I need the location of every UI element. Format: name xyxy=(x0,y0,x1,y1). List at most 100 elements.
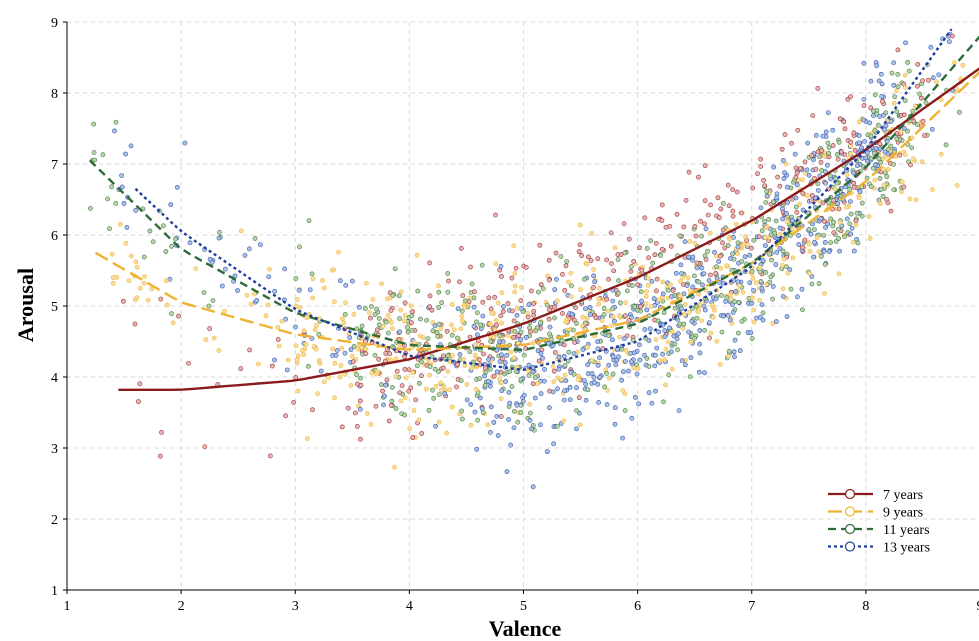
data-point xyxy=(438,387,444,393)
data-point xyxy=(332,395,337,401)
data-point xyxy=(440,365,446,371)
data-point xyxy=(436,419,442,425)
data-point xyxy=(540,355,545,361)
data-point xyxy=(960,62,966,68)
data-point xyxy=(612,405,618,411)
data-point xyxy=(577,242,583,248)
data-point xyxy=(866,213,872,219)
data-point xyxy=(905,128,910,134)
data-point xyxy=(653,388,658,394)
data-point xyxy=(581,276,587,282)
data-point xyxy=(511,409,517,414)
data-point xyxy=(856,140,862,146)
data-point xyxy=(207,326,213,332)
data-point xyxy=(595,346,601,352)
data-point xyxy=(780,262,785,268)
data-point xyxy=(909,145,915,151)
data-point xyxy=(934,79,939,85)
data-point xyxy=(751,237,757,243)
data-point xyxy=(856,133,862,138)
data-point xyxy=(635,366,641,372)
data-point xyxy=(577,422,583,428)
data-point xyxy=(376,356,382,362)
data-point xyxy=(759,302,765,308)
data-point xyxy=(369,370,375,376)
data-point xyxy=(753,280,759,286)
data-point xyxy=(679,358,685,364)
data-point xyxy=(440,353,446,359)
data-point xyxy=(538,320,544,325)
data-point xyxy=(469,365,475,371)
data-point xyxy=(622,408,628,413)
data-point xyxy=(293,324,298,330)
data-point xyxy=(358,382,364,388)
data-point xyxy=(872,92,878,98)
data-point xyxy=(880,194,886,199)
x-tick-label: 4 xyxy=(406,599,413,614)
data-point xyxy=(571,351,577,356)
data-point xyxy=(518,337,524,342)
data-point xyxy=(740,290,746,295)
data-point xyxy=(629,415,635,421)
data-point xyxy=(545,341,551,346)
data-point xyxy=(886,166,891,172)
data-point xyxy=(764,193,770,199)
data-point xyxy=(529,426,534,432)
data-point xyxy=(574,385,579,391)
data-point xyxy=(675,347,680,353)
data-point xyxy=(341,320,347,326)
data-point xyxy=(901,184,907,190)
data-point xyxy=(182,140,188,146)
data-point xyxy=(810,221,815,227)
data-point xyxy=(645,275,651,281)
data-point xyxy=(878,201,883,207)
data-point xyxy=(309,271,315,277)
data-point xyxy=(667,325,672,331)
data-point xyxy=(450,353,455,358)
y-tick-label: 7 xyxy=(51,158,58,173)
data-point xyxy=(505,333,510,339)
data-point xyxy=(394,368,400,374)
data-point xyxy=(692,224,698,229)
data-point xyxy=(702,370,707,376)
data-point xyxy=(659,218,665,223)
data-point xyxy=(321,379,327,385)
data-point xyxy=(837,116,843,122)
data-point xyxy=(702,253,708,259)
data-point xyxy=(379,281,384,287)
data-point xyxy=(608,230,614,236)
data-point xyxy=(620,388,626,394)
data-point xyxy=(595,256,601,262)
data-point xyxy=(847,186,853,192)
data-point xyxy=(705,212,711,218)
data-point xyxy=(637,357,643,363)
data-point xyxy=(774,249,780,255)
data-point xyxy=(572,340,578,345)
data-point xyxy=(596,301,602,307)
data-point xyxy=(734,189,740,195)
data-point xyxy=(532,375,538,381)
data-point xyxy=(663,346,669,352)
data-point xyxy=(901,126,907,131)
data-point xyxy=(597,355,602,361)
data-point xyxy=(867,236,873,241)
data-point xyxy=(825,221,831,227)
data-point xyxy=(362,306,368,311)
data-point xyxy=(876,156,882,162)
data-point xyxy=(589,230,595,236)
data-point xyxy=(938,151,944,157)
data-point xyxy=(210,298,216,304)
data-point xyxy=(406,388,412,394)
data-point xyxy=(591,379,597,385)
data-point xyxy=(749,245,754,251)
data-point xyxy=(388,402,394,408)
data-point xyxy=(834,152,840,157)
data-point xyxy=(536,289,541,295)
data-point xyxy=(747,280,753,286)
data-point xyxy=(310,295,316,301)
data-point xyxy=(552,304,558,310)
data-point xyxy=(631,365,637,371)
data-point xyxy=(562,287,568,293)
data-point xyxy=(398,307,404,313)
data-point xyxy=(310,407,315,413)
